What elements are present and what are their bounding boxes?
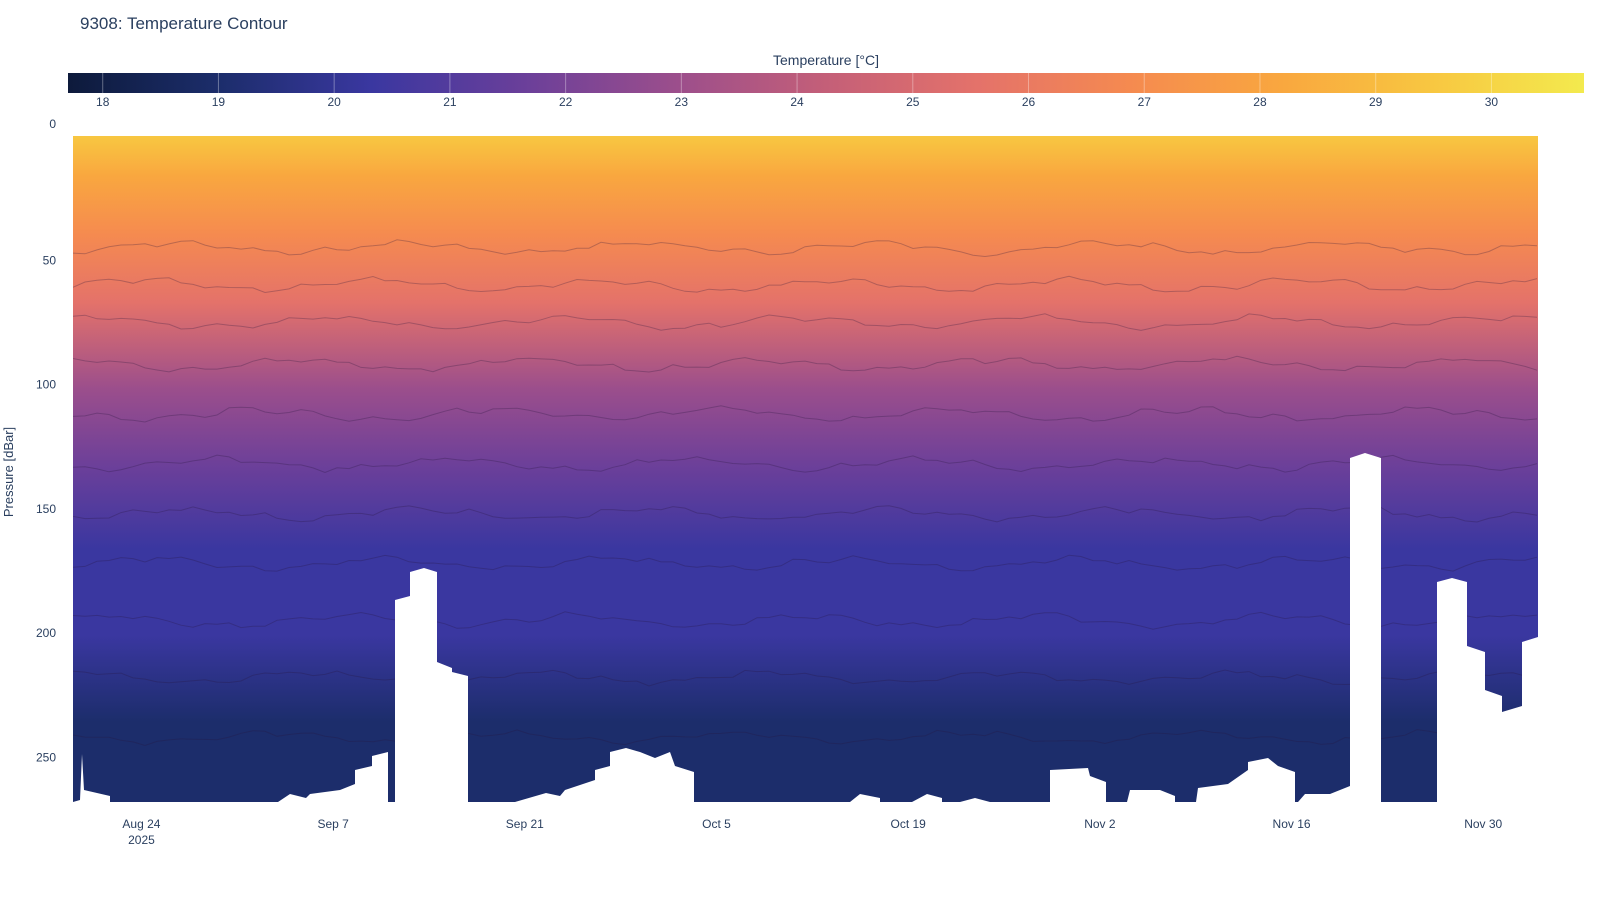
plot-area bbox=[73, 136, 1538, 802]
no-data-region bbox=[1298, 786, 1350, 802]
y-tick-label: 0 bbox=[49, 117, 56, 131]
no-data-region bbox=[912, 794, 942, 802]
colorbar-tick-label: 22 bbox=[559, 95, 573, 109]
no-data-region bbox=[1196, 758, 1295, 802]
temperature-field bbox=[73, 136, 1538, 802]
isotherm-line bbox=[73, 729, 1538, 747]
x-tick-label: Aug 24 bbox=[122, 817, 160, 831]
isotherm-line bbox=[73, 454, 1538, 474]
no-data-region bbox=[278, 752, 388, 802]
no-data-region bbox=[1050, 768, 1106, 802]
colorbar-tick-label: 29 bbox=[1369, 95, 1383, 109]
no-data-regions bbox=[73, 453, 1538, 802]
y-tick-label: 50 bbox=[43, 253, 57, 267]
isotherm-line bbox=[73, 355, 1538, 373]
no-data-region bbox=[960, 798, 990, 802]
y-axis-label: Pressure [dBar] bbox=[1, 427, 16, 517]
isotherm-line bbox=[73, 239, 1538, 258]
x-axis-ticks: Aug 24 Sep 7 Sep 21 Oct 5 Oct 19 Nov 2 Nov 16 N… bbox=[122, 817, 1502, 847]
no-data-region bbox=[850, 794, 880, 802]
colorbar-tick-label: 28 bbox=[1253, 95, 1267, 109]
isotherm-line bbox=[73, 554, 1538, 572]
colorbar-tick-label: 19 bbox=[212, 95, 226, 109]
x-tick-label: Oct 5 bbox=[702, 817, 731, 831]
colorbar-tick-label: 27 bbox=[1138, 95, 1152, 109]
isotherm-line bbox=[73, 275, 1538, 294]
no-data-region bbox=[73, 754, 110, 802]
no-data-region bbox=[395, 568, 468, 802]
colorbar-tick-label: 30 bbox=[1485, 95, 1499, 109]
colorbar-tick-label: 21 bbox=[443, 95, 457, 109]
colorbar-tick-label: 25 bbox=[906, 95, 920, 109]
isotherm-line bbox=[73, 669, 1538, 687]
contour-lines bbox=[73, 239, 1538, 747]
colorbar-tick-label: 18 bbox=[96, 95, 110, 109]
isotherm-line bbox=[73, 313, 1538, 331]
x-year-label: 2025 bbox=[128, 833, 155, 847]
no-data-region bbox=[1437, 578, 1538, 802]
isotherm-line bbox=[73, 505, 1538, 523]
isotherm-line bbox=[73, 405, 1538, 423]
no-data-region bbox=[1127, 790, 1175, 802]
y-axis-ticks: 0 50 100 150 200 250 bbox=[36, 117, 56, 764]
colorbar-tick-label: 26 bbox=[1022, 95, 1036, 109]
y-tick-label: 100 bbox=[36, 378, 56, 392]
x-tick-label: Oct 19 bbox=[891, 817, 927, 831]
x-tick-label: Nov 16 bbox=[1273, 817, 1311, 831]
no-data-region bbox=[515, 748, 694, 802]
y-tick-label: 200 bbox=[36, 626, 56, 640]
colorbar-tick-label: 20 bbox=[327, 95, 341, 109]
chart-title: 9308: Temperature Contour bbox=[80, 14, 288, 33]
colorbar bbox=[68, 73, 1584, 93]
x-tick-label: Sep 21 bbox=[506, 817, 544, 831]
no-data-region bbox=[1350, 453, 1381, 802]
x-tick-label: Sep 7 bbox=[317, 817, 349, 831]
x-tick-label: Nov 2 bbox=[1084, 817, 1116, 831]
y-tick-label: 250 bbox=[36, 750, 56, 764]
colorbar-tick-label: 23 bbox=[675, 95, 689, 109]
colorbar-tick-label: 24 bbox=[790, 95, 804, 109]
isotherm-line bbox=[73, 611, 1538, 630]
y-tick-label: 150 bbox=[36, 502, 56, 516]
colorbar-ticks: 18 19 20 21 22 23 24 25 26 27 28 29 30 bbox=[96, 73, 1498, 109]
x-tick-label: Nov 30 bbox=[1464, 817, 1502, 831]
colorbar-title: Temperature [°C] bbox=[773, 52, 879, 68]
